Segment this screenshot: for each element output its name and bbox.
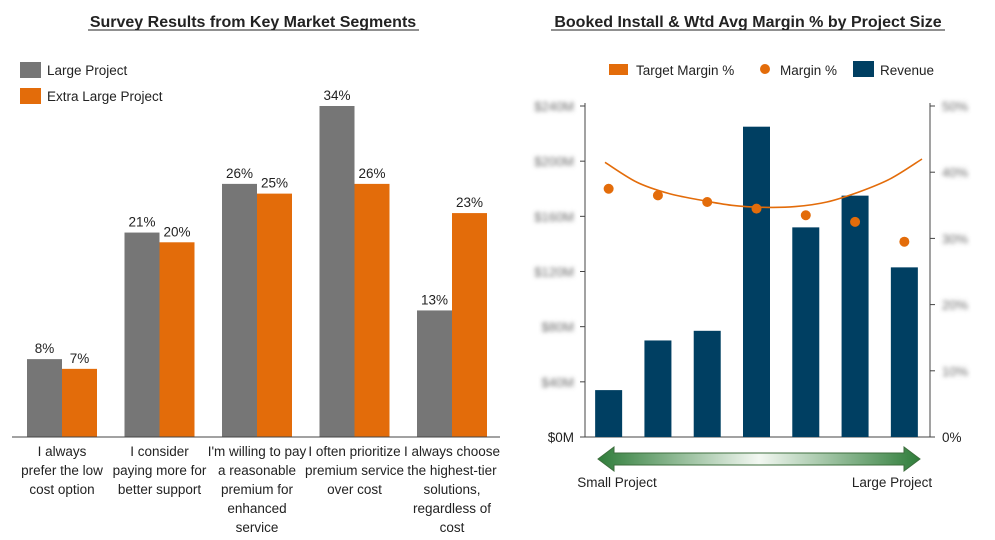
revenue-bar-3 [693,330,721,437]
survey-category-line: over cost [327,482,382,497]
survey-category-line: I always choose [404,444,500,459]
survey-category-label-5: I always choose the highest-tier solutions… [404,444,500,535]
survey-chart-title: Survey Results from Key Market Segments [90,14,416,31]
survey-category-line: I'm willing to pay [208,444,307,459]
survey-bars: 8% 7% 21% 20% 26% 25% 34% 26% 13% 23% [27,88,487,437]
revenue-bar-7 [890,267,918,437]
left-tick-label-5: $200M [534,154,574,169]
revenue-bar-6 [841,195,869,437]
legend-label-extra-large-project: Extra Large Project [47,89,163,104]
right-tick-label-2: 20% [942,298,968,313]
survey-category-label-3: I'm willing to pay a reasonable premium fo… [208,444,307,535]
legend-swatch-revenue [853,61,874,77]
survey-value-label-s1-c1: 8% [35,341,55,356]
survey-legend: Large Project Extra Large Project [20,62,163,104]
right-tick-label-4: 40% [942,165,968,180]
margin-dot-4 [751,203,762,214]
survey-category-line: cost [440,520,465,535]
survey-category-line: better support [118,482,202,497]
survey-value-label-s2-c1: 7% [70,351,90,366]
legend-swatch-large-project [20,62,41,78]
survey-bar-s2-c2 [159,242,195,437]
left-tick-label-3: $120M [534,265,574,280]
survey-category-line: I often prioritize [308,444,400,459]
survey-bar-s1-c5 [417,310,452,437]
survey-value-label-s1-c4: 34% [323,88,350,103]
booked-chart-title: Booked Install & Wtd Avg Margin % by Pro… [554,14,941,31]
legend-swatch-target-margin [609,64,628,75]
left-y-ticks: $0M $40M $80M $120M $160M $200M $240M [534,99,585,445]
right-tick-label-5: 50% [942,99,968,114]
survey-category-line: cost option [29,482,94,497]
survey-category-line: I consider [130,444,189,459]
survey-bar-s2-c3 [257,193,292,437]
left-tick-label-2: $80M [541,320,574,335]
survey-category-line: service [236,520,279,535]
survey-category-line: the highest-tier [407,463,497,478]
margin-dots [603,183,910,247]
legend-label-revenue: Revenue [880,63,934,78]
margin-dot-7 [899,236,910,247]
survey-chart: Survey Results from Key Market Segments … [12,14,500,535]
left-tick-label-1: $40M [541,375,574,390]
margin-dot-2 [652,190,663,201]
survey-category-line: paying more for [113,463,207,478]
booked-install-chart: Booked Install & Wtd Avg Margin % by Pro… [534,14,968,490]
survey-value-label-s2-c4: 26% [358,166,385,181]
margin-dot-3 [702,196,713,207]
survey-category-label-1: I always prefer the low cost option [21,444,103,497]
survey-category-line: a reasonable [218,463,296,478]
arrow-label-large-project: Large Project [852,475,933,490]
legend-swatch-extra-large-project [20,88,41,104]
margin-dot-5 [800,210,811,221]
survey-category-line: premium for [221,482,294,497]
survey-category-label-4: I often prioritize premium service over co… [305,444,404,497]
survey-category-line: premium service [305,463,404,478]
left-tick-label-0: $0M [548,430,574,445]
legend-label-target-margin: Target Margin % [636,63,734,78]
margin-dot-1 [603,183,614,194]
project-size-arrow: Small Project Large Project [577,446,933,490]
revenue-bar-5 [792,227,820,437]
legend-label-margin: Margin % [780,63,837,78]
legend-swatch-margin [760,64,770,74]
survey-value-label-s2-c2: 20% [163,224,190,239]
right-tick-label-1: 10% [942,364,968,379]
survey-category-line: prefer the low [21,463,103,478]
survey-bar-s2-c5 [452,213,487,437]
revenue-bar-2 [644,340,672,437]
survey-bar-s1-c1 [27,359,62,437]
revenue-bars [595,126,918,437]
survey-category-labels: I always prefer the low cost option I consi… [21,444,500,535]
booked-legend: Target Margin % Margin % Revenue [609,61,934,78]
survey-bar-s1-c4 [319,106,355,437]
survey-value-label-s2-c3: 25% [261,176,288,191]
survey-bar-s1-c2 [124,232,160,437]
survey-category-line: enhanced [227,501,286,516]
revenue-bar-4 [743,126,770,437]
right-tick-label-0: 0% [942,430,962,445]
right-tick-label-3: 30% [942,231,968,246]
survey-bar-s1-c3 [222,183,257,437]
survey-value-label-s1-c2: 21% [128,215,155,230]
left-tick-label-4: $160M [534,209,574,224]
survey-bar-s2-c1 [62,368,97,437]
survey-category-line: I always [38,444,87,459]
survey-category-line: solutions, [423,482,480,497]
margin-dot-6 [850,216,861,227]
survey-value-label-s1-c5: 13% [421,292,448,307]
revenue-bar-1 [595,390,623,437]
project-size-arrow-shape [597,446,921,472]
right-y-ticks: 0% 10% 20% 30% 40% 50% [930,99,968,445]
survey-category-label-2: I consider paying more for better support [113,444,207,497]
left-tick-label-6: $240M [534,99,574,114]
arrow-label-small-project: Small Project [577,475,657,490]
survey-value-label-s1-c3: 26% [226,166,253,181]
legend-label-large-project: Large Project [47,63,128,78]
survey-value-label-s2-c5: 23% [456,195,483,210]
survey-bar-s2-c4 [354,183,390,437]
survey-category-line: regardless of [413,501,491,516]
